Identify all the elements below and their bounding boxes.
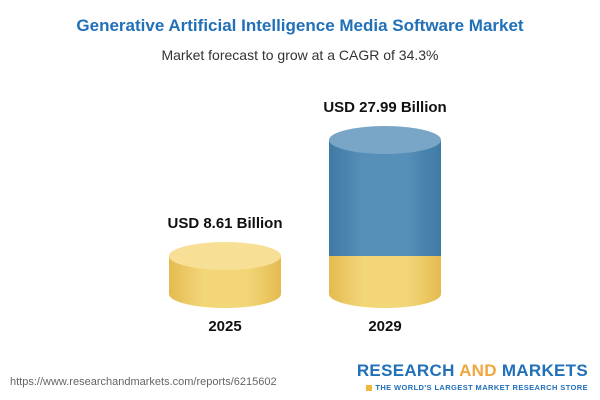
chart-title: Generative Artificial Intelligence Media… (76, 16, 524, 35)
bar-group-2029: USD 27.99 Billion 2029 (310, 85, 460, 335)
bar-value-label-2029: USD 27.99 Billion (323, 99, 447, 116)
report-url: https://www.researchandmarkets.com/repor… (10, 376, 277, 388)
cylinder-cap-2025 (169, 242, 281, 270)
bar-group-2025: USD 8.61 Billion 2025 (150, 85, 300, 335)
bar-chart: USD 8.61 Billion 2025 USD 27.99 Billion … (0, 85, 600, 335)
bar-cylinder-2029 (329, 126, 441, 308)
cylinder-cap-2029 (329, 126, 441, 154)
logo-word-markets: MARKETS (501, 361, 588, 381)
bar-segment-2029-base (329, 256, 441, 308)
bar-value-label-2025: USD 8.61 Billion (167, 215, 283, 232)
logo-tagline-row: THE WORLD'S LARGEST MARKET RESEARCH STOR… (357, 383, 588, 392)
logo-wordmark: RESEARCH AND MARKETS (356, 361, 588, 381)
logo-word-research: RESEARCH (356, 361, 455, 381)
logo-bullet-icon (366, 384, 373, 391)
logo-tagline: THE WORLD'S LARGEST MARKET RESEARCH STOR… (375, 383, 588, 392)
bar-year-2029: 2029 (368, 318, 402, 335)
chart-subtitle: Market forecast to grow at a CAGR of 34.… (161, 47, 439, 63)
logo-word-and: AND (459, 361, 497, 381)
bar-cylinder-2025 (169, 242, 281, 308)
bar-year-2025: 2025 (208, 318, 242, 335)
research-and-markets-logo: RESEARCH AND MARKETS THE WORLD'S LARGEST… (356, 361, 588, 392)
bar-segment-2029-growth (329, 140, 441, 256)
